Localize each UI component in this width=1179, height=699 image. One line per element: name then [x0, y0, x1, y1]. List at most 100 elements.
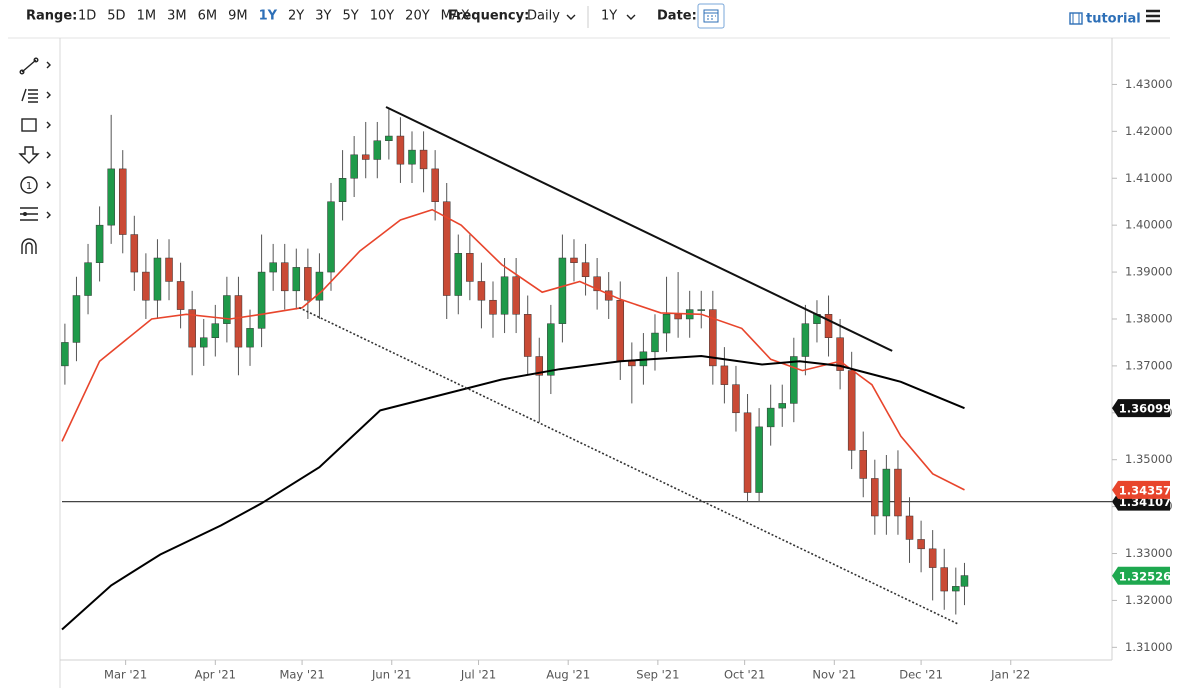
candle-body — [489, 299, 497, 315]
candle-body — [628, 360, 636, 367]
frequency-select[interactable]: Daily — [527, 9, 560, 24]
candle-body — [199, 337, 208, 348]
trend-line — [298, 306, 960, 626]
x-tick-label: Jan '22 — [990, 668, 1030, 682]
candle-body — [61, 342, 69, 367]
candle-body — [593, 276, 601, 292]
range-button[interactable]: MAX — [441, 9, 470, 24]
tool-magnet[interactable] — [21, 238, 37, 254]
tool-shape[interactable] — [21, 118, 51, 132]
tool-measure[interactable] — [20, 207, 51, 221]
candle-body — [535, 356, 544, 376]
x-tick-label: Mar '21 — [104, 668, 147, 682]
candle-body — [118, 168, 127, 235]
y-tick-label: 1.40000 — [1125, 218, 1173, 232]
menu-button[interactable] — [1146, 9, 1160, 23]
candle-body — [651, 332, 659, 353]
tool-number[interactable]: 1 — [20, 176, 51, 194]
candle-body — [234, 295, 243, 348]
plot-area: 1.310001.320001.330001.340001.350001.360… — [61, 77, 1173, 682]
range-button[interactable]: 20Y — [405, 9, 430, 24]
candle-body — [500, 276, 509, 315]
range-button[interactable]: 10Y — [370, 9, 395, 24]
chevron — [566, 14, 576, 20]
range-buttons: 1D 5D 1M 3M 6M 9M 1Y 2Y 3Y 5Y 10Y 20Y MAX — [78, 9, 470, 24]
candle-body — [327, 201, 335, 273]
frequency-label: Frequency: — [448, 9, 529, 24]
candle-body — [130, 234, 139, 273]
range-button[interactable]: 6M — [198, 9, 218, 24]
tool-line[interactable] — [19, 57, 51, 75]
candle-body — [385, 135, 393, 141]
y-tick-label: 1.37000 — [1125, 358, 1173, 372]
price-label: 1.36099 — [1119, 402, 1171, 416]
range-button[interactable]: 2Y — [288, 9, 304, 24]
candle-body — [558, 257, 567, 324]
candle-body — [952, 586, 960, 592]
tutorial-text[interactable]: tutorial — [1086, 12, 1141, 27]
candle-body — [142, 271, 150, 301]
candle-body — [269, 262, 277, 273]
calendar-button[interactable] — [697, 3, 725, 29]
candle-body — [466, 253, 474, 282]
candle-body — [743, 412, 752, 493]
candle-body — [523, 314, 532, 357]
x-tick-label: Oct '21 — [724, 668, 765, 682]
candle-body — [72, 295, 81, 343]
trend-line — [385, 106, 893, 352]
range-button[interactable]: 3M — [167, 9, 187, 24]
price-label-box — [1112, 566, 1170, 585]
range-button[interactable]: 5D — [107, 9, 125, 24]
price-label-box — [1112, 480, 1170, 499]
candle-body — [824, 314, 833, 338]
moving-average — [61, 208, 965, 491]
candle-body — [674, 314, 682, 320]
candle-body — [315, 271, 324, 301]
tool-fib[interactable] — [21, 88, 51, 103]
candle-body — [547, 323, 555, 376]
x-tick-label: Nov '21 — [812, 668, 856, 682]
range-button[interactable]: 1M — [137, 9, 157, 24]
period-select[interactable]: 1Y — [601, 9, 617, 24]
tutorial-link[interactable]: tutorial — [1069, 12, 1141, 27]
candle-body — [246, 328, 254, 348]
candle-body — [720, 365, 729, 385]
range-button[interactable]: 9M — [228, 9, 248, 24]
candle-body — [165, 257, 173, 282]
y-tick-label: 1.39000 — [1125, 265, 1173, 279]
x-tick-label: Dec '21 — [899, 668, 943, 682]
candle-body — [280, 262, 289, 292]
candle-body — [882, 468, 891, 517]
candle-body — [859, 450, 867, 479]
candle-body — [442, 201, 451, 296]
candle-body — [570, 257, 578, 263]
candle-body — [292, 267, 301, 292]
candle-body — [408, 149, 416, 165]
x-tick-label: Jul '21 — [460, 668, 496, 682]
candle-body — [431, 168, 439, 202]
range-button[interactable]: 1Y — [259, 9, 278, 24]
candle-body — [95, 224, 104, 263]
candle-body — [894, 468, 902, 517]
range-button[interactable]: 3Y — [315, 9, 331, 24]
candle-body — [223, 295, 231, 324]
tool-arrow[interactable] — [18, 146, 51, 164]
candle-body — [176, 281, 185, 310]
moving-average — [61, 354, 965, 631]
y-tick-label: 1.42000 — [1125, 124, 1173, 138]
candle-body — [778, 403, 786, 409]
range-label: Range: — [26, 9, 77, 24]
range-button[interactable]: 1D — [78, 9, 96, 24]
x-tick-label: Sep '21 — [636, 668, 679, 682]
range-button[interactable]: 5Y — [342, 9, 358, 24]
candle-body — [188, 309, 196, 348]
candle-body — [396, 135, 405, 165]
price-label: 1.32526 — [1119, 569, 1171, 583]
candle-body — [153, 257, 162, 301]
candle-body — [801, 323, 810, 357]
candle-body — [836, 337, 844, 371]
candle-body — [454, 253, 463, 296]
candle-body — [662, 314, 671, 334]
x-tick-label: May '21 — [279, 668, 324, 682]
